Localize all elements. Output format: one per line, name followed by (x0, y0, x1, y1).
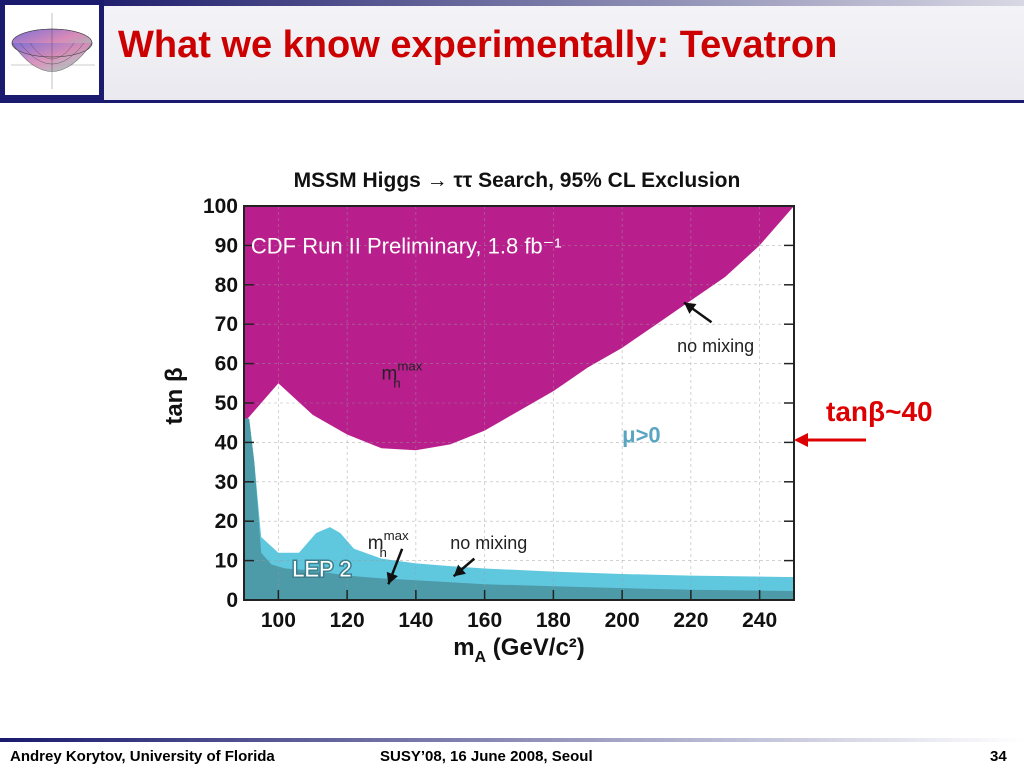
tanbeta-annotation: tanβ~40 (826, 396, 933, 427)
logo-frame (0, 0, 104, 100)
cdf-label: CDF Run II Preliminary, 1.8 fb⁻¹ (251, 233, 562, 258)
chart-title: MSSM Higgs → ττ Search, 95% CL Exclusion (294, 169, 741, 192)
slide-header (0, 0, 1024, 103)
mu-label: μ>0 (622, 422, 661, 447)
footer-divider (0, 738, 1024, 742)
x-tick-label: 200 (605, 609, 640, 632)
y-tick-label: 30 (215, 471, 238, 494)
ann-main: m (382, 363, 398, 384)
arrow-head (684, 302, 697, 314)
nomixing-label-cdf: no mixing (677, 336, 754, 356)
y-tick-label: 90 (215, 234, 238, 257)
mhmax-label-cdf: mmax h (382, 358, 423, 390)
plot-frame (243, 205, 795, 601)
x-tick-label: 100 (261, 609, 296, 632)
x-tick-label: 160 (467, 609, 502, 632)
page-title: What we know experimentally: Tevatron (118, 24, 838, 66)
grid (243, 205, 795, 601)
ann-main: m (368, 533, 384, 554)
ann-sup: max (384, 528, 409, 543)
y-tick-label: 50 (215, 392, 238, 415)
y-tick-label: 40 (215, 431, 238, 454)
exclusion-chart: MSSM Higgs → ττ Search, 95% CL Exclusion… (161, 169, 795, 666)
y-tick-label: 60 (215, 353, 238, 376)
x-tick-label: 140 (398, 609, 433, 632)
lep-mhmax-area (244, 418, 794, 600)
y-tick-label: 10 (215, 550, 238, 573)
x-tick-label: 180 (536, 609, 571, 632)
axis-ticks: 100 120 140 160 180 200 220 240 0 10 20 30 40 50 60 70 8… (203, 195, 777, 632)
nomixing-arrow-cdf (683, 301, 713, 324)
x-label-main: m (453, 634, 474, 661)
y-tick-label: 20 (215, 510, 238, 533)
footer-event: SUSY’08, 16 June 2008, Seoul (380, 748, 593, 765)
arrow-head (453, 564, 466, 577)
nomixing-label-lep: no mixing (450, 533, 527, 553)
x-tick-label: 220 (673, 609, 708, 632)
ann-sub: h (380, 545, 387, 560)
red-arrow-icon (794, 433, 866, 447)
y-tick-label: 0 (226, 589, 238, 612)
ann-sub: h (393, 375, 400, 390)
mexican-hat-potential-icon (11, 13, 95, 89)
y-axis-label: tan β (161, 367, 188, 424)
x-tick-label: 240 (742, 609, 777, 632)
ann-sup: max (397, 358, 422, 373)
cdf-mhmax-area (244, 206, 794, 451)
header-stripe (104, 0, 1024, 6)
y-tick-label: 100 (203, 195, 238, 218)
nomixing-arrow-lep (452, 557, 476, 578)
lep2-label: LEP 2 (292, 556, 352, 581)
x-label-sub: A (475, 649, 487, 666)
page-number: 34 (990, 748, 1007, 765)
logo (5, 5, 99, 95)
mhmax-label-lep: mmax h (368, 528, 409, 560)
x-tick-label: 120 (330, 609, 365, 632)
x-label-rest: (GeV/c²) (486, 634, 585, 661)
y-tick-label: 80 (215, 274, 238, 297)
mhmax-arrow-lep (386, 548, 404, 585)
footer-author: Andrey Korytov, University of Florida (10, 748, 275, 765)
y-tick-label: 70 (215, 313, 238, 336)
x-axis-label: mA (GeV/c²) (453, 634, 585, 666)
arrow-head (386, 571, 398, 585)
